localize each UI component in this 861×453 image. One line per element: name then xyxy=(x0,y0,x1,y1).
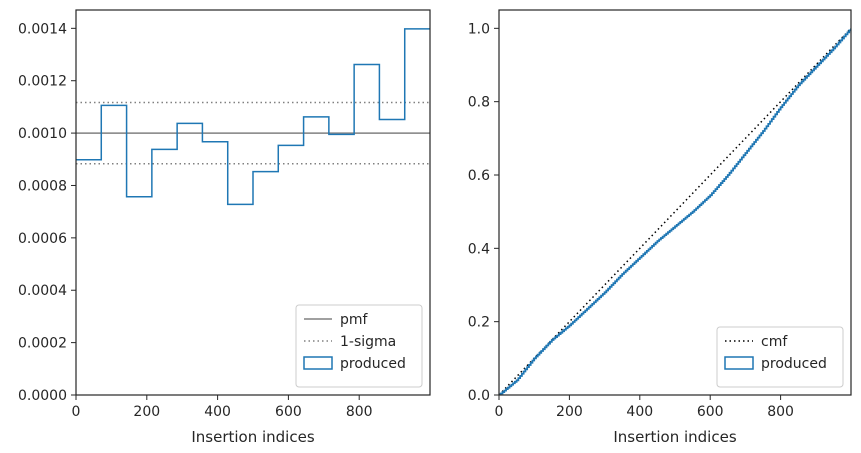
x-tick-label: 400 xyxy=(626,404,653,420)
y-tick-label: 0.0000 xyxy=(18,388,67,404)
x-tick-label: 0 xyxy=(72,404,81,420)
y-tick-label: 0.2 xyxy=(468,315,490,331)
y-tick-label: 0.0 xyxy=(468,388,490,404)
x-tick-label: 600 xyxy=(697,404,724,420)
x-axis-label: Insertion indices xyxy=(191,428,314,446)
y-tick-label: 1.0 xyxy=(468,21,490,37)
y-tick-label: 0.4 xyxy=(468,241,490,257)
cmf-line xyxy=(499,27,851,395)
x-axis-label: Insertion indices xyxy=(613,428,736,446)
y-tick-label: 0.0008 xyxy=(18,178,67,194)
legend-box xyxy=(716,326,844,388)
y-tick-label: 0.0012 xyxy=(18,74,67,90)
x-tick-label: 200 xyxy=(556,404,583,420)
x-tick-label: 600 xyxy=(275,404,302,420)
x-tick-label: 0 xyxy=(495,404,504,420)
x-tick-label: 400 xyxy=(204,404,231,420)
y-tick-label: 0.0002 xyxy=(18,336,67,352)
produced-histogram xyxy=(76,28,430,206)
y-tick-label: 0.8 xyxy=(468,95,490,111)
y-tick-label: 0.6 xyxy=(468,168,490,184)
legend-cmf: cmf xyxy=(761,334,788,350)
cdf-panel: 0 200 400 600 800 0.0 0.2 0.4 0.6 0.8 1.0 Insertion… xyxy=(468,9,852,446)
x-tick-label: 800 xyxy=(346,404,373,420)
y-tick-label: 0.0004 xyxy=(18,283,67,299)
histogram-panel: 0 200 400 600 800 0.0000 0.0002 0.0004 0.0006 0.0… xyxy=(18,9,431,446)
plot-area xyxy=(499,27,851,395)
legend-box xyxy=(295,304,423,388)
plot-area xyxy=(76,28,430,206)
legend-pmf: pmf xyxy=(340,312,369,328)
legend-handle-patch xyxy=(303,356,333,370)
legend-handle-patch xyxy=(724,356,754,370)
legend: cmf produced xyxy=(716,326,844,388)
x-tick-label: 200 xyxy=(133,404,160,420)
legend-produced: produced xyxy=(340,356,406,372)
y-tick-label: 0.0006 xyxy=(18,231,67,247)
axes-frame xyxy=(75,9,431,396)
legend: pmf 1-sigma produced xyxy=(295,304,423,388)
y-tick-label: 0.0010 xyxy=(18,126,67,142)
axes-frame xyxy=(498,9,852,396)
legend-1-sigma: 1-sigma xyxy=(340,334,396,350)
produced-cdf xyxy=(499,28,851,395)
y-tick-label: 0.0014 xyxy=(18,21,67,37)
legend-produced: produced xyxy=(761,356,827,372)
x-tick-label: 800 xyxy=(767,404,794,420)
